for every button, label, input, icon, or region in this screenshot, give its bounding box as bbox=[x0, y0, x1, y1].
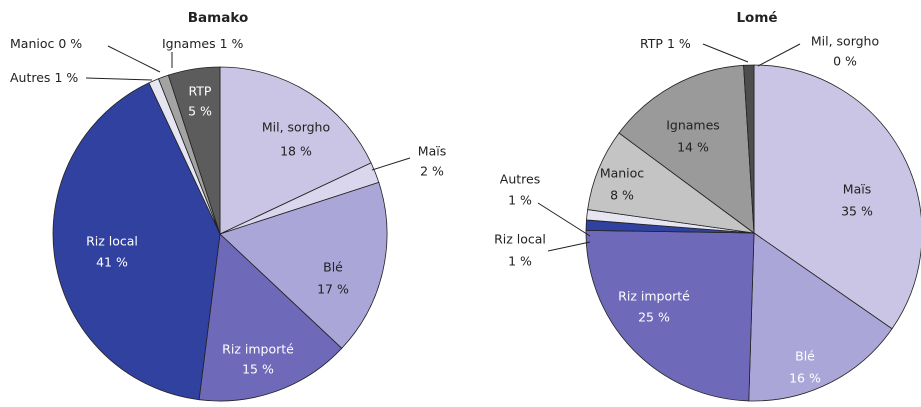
slice-name: Riz importé bbox=[618, 289, 690, 304]
slice-label: Autres 1 % bbox=[10, 70, 78, 85]
slice-value: 5 % bbox=[188, 104, 212, 119]
slice-name: Manioc bbox=[600, 166, 644, 181]
slice-name: RTP bbox=[640, 36, 663, 51]
slice-name: Mil, sorgho bbox=[262, 120, 330, 135]
slice-name: Autres bbox=[500, 172, 540, 187]
slice-label: Ignames 1 % bbox=[162, 36, 244, 51]
slice-label: Manioc 0 % bbox=[10, 36, 82, 51]
slice-value: 18 % bbox=[280, 144, 312, 159]
slice-name: Ignames bbox=[162, 36, 216, 51]
slice-value: 15 % bbox=[242, 362, 274, 377]
slice-label: RTP 1 % bbox=[640, 36, 691, 51]
slice-value: 1 % bbox=[220, 36, 244, 51]
slice-value: 1 % bbox=[667, 36, 691, 51]
leader-line bbox=[107, 45, 161, 73]
slice-name: Ignames bbox=[666, 118, 720, 133]
pie-slice bbox=[219, 66, 372, 235]
slice-name: Riz local bbox=[494, 232, 546, 247]
slice-value: 41 % bbox=[96, 255, 128, 270]
slice-value: 1 % bbox=[508, 193, 532, 208]
slice-value: 35 % bbox=[841, 204, 873, 219]
slice-name: Blé bbox=[795, 349, 815, 364]
leader-line bbox=[85, 77, 153, 81]
leader-line bbox=[702, 43, 749, 63]
pie-slice bbox=[198, 233, 343, 402]
slice-value: 17 % bbox=[317, 282, 349, 297]
pie-slice bbox=[52, 82, 221, 401]
slice-value: 2 % bbox=[420, 164, 444, 179]
slice-name: Maïs bbox=[843, 182, 871, 197]
slice-name: Mil, sorgho bbox=[811, 34, 879, 49]
pie-slice bbox=[219, 181, 388, 349]
slice-value: 0 % bbox=[58, 36, 82, 51]
slice-value: 1 % bbox=[508, 254, 532, 269]
pie-slice bbox=[618, 64, 755, 234]
slice-value: 8 % bbox=[610, 188, 634, 203]
slice-name: Autres bbox=[10, 70, 50, 85]
pie-slice bbox=[748, 232, 893, 402]
slice-name: Riz importé bbox=[222, 342, 294, 357]
slice-value: 0 % bbox=[833, 54, 857, 69]
leader-line bbox=[537, 202, 591, 237]
slice-name: Blé bbox=[323, 260, 343, 275]
slice-name: Manioc bbox=[10, 36, 54, 51]
slice-value: 14 % bbox=[677, 140, 709, 155]
leader-line bbox=[371, 157, 411, 171]
leader-line bbox=[757, 43, 801, 67]
slice-name: RTP bbox=[189, 84, 212, 99]
chart-title: Lomé bbox=[736, 10, 777, 26]
slice-name: Riz local bbox=[86, 234, 138, 249]
slice-value: 1 % bbox=[54, 70, 78, 85]
slice-name: Maïs bbox=[418, 144, 446, 159]
slice-value: 25 % bbox=[638, 310, 670, 325]
pie-slice bbox=[743, 64, 755, 234]
leader-line bbox=[547, 241, 591, 252]
pie-slice bbox=[753, 64, 921, 330]
chart-title: Bamako bbox=[188, 10, 248, 26]
slice-value: 16 % bbox=[789, 371, 821, 386]
pie-slice bbox=[585, 229, 755, 402]
pie-slice bbox=[167, 66, 221, 235]
